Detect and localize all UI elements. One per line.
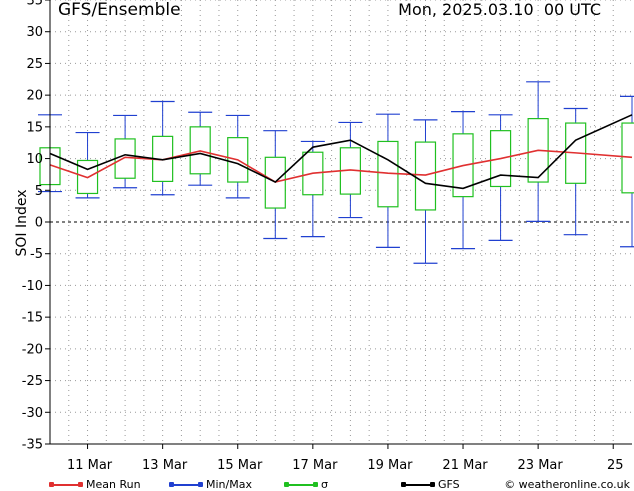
ensemble-box [451,111,476,250]
legend-mean-run: Mean Run [49,478,141,491]
legend-swatch-minmax [169,482,203,487]
ensemble-box [413,119,438,264]
x-tick-label: 17 Mar [292,458,338,473]
legend-label: Mean Run [86,478,141,491]
ensemble-box [563,107,588,236]
y-tick-label: -5 [30,247,43,262]
legend-gfs: GFS [401,478,460,491]
sigma-box [621,122,634,194]
y-tick-label: 20 [26,89,43,104]
series-mean-run [49,149,633,183]
x-tick-label: 25 [607,458,624,473]
chart-title: GFS/Ensemble [58,0,181,20]
y-tick-label: -20 [22,342,43,357]
grid-lines [50,0,632,444]
ensemble-box [150,100,175,196]
legend-label: σ [321,478,328,491]
y-tick-label: 15 [26,120,43,135]
legend-swatch-gfs [401,482,435,487]
x-tick-label: 11 Mar [67,458,113,473]
x-tick-label: 19 Mar [367,458,413,473]
y-tick-label: 35 [26,0,43,9]
y-tick-label: 10 [26,152,43,167]
legend-min-max: Min/Max [169,478,252,491]
legend-swatch-sigma [284,482,318,487]
legend-sigma: σ [284,478,328,491]
series-gfs [49,114,633,190]
y-tick-label: 25 [26,57,43,72]
credit-text: © weatheronline.co.uk [504,478,630,491]
legend-swatch-mean [49,482,83,487]
ensemble-box [188,111,213,186]
y-tick-label: 30 [26,25,43,40]
y-tick-label: -30 [22,406,43,421]
ensemble-boxes [38,81,634,264]
legend-label: GFS [438,478,460,491]
x-tick-label: 21 Mar [442,458,488,473]
y-axis-label: SOI Index [14,189,30,257]
ensemble-box [113,114,138,189]
y-tick-label: 0 [35,216,43,231]
y-tick-label: -10 [22,279,43,294]
ensemble-box [338,121,363,219]
ensemble-box [620,95,634,248]
ensemble-box [375,113,400,248]
x-tick-label: 23 Mar [518,458,564,473]
y-tick-label: -35 [22,438,43,453]
date-label: Mon, 2025.03.10 [398,0,534,19]
y-tick-label: 5 [35,184,43,199]
y-tick-label: -15 [22,311,43,326]
series-lines [49,114,633,190]
tick-labels: -35 -30 -25 -20 -15 -10 -5 0 5 10 15 20 25 30 35 11 Mar… [22,0,624,473]
ensemble-box [225,114,250,199]
ensemble-box [75,131,100,199]
x-tick-label: 13 Mar [142,458,188,473]
run-label: 00 UTC [543,0,601,19]
sigma-box [414,141,437,211]
x-tick-label: 15 Mar [217,458,263,473]
y-tick-label: -25 [22,374,43,389]
axes [45,0,632,449]
legend-label: Min/Max [206,478,252,491]
run-date: Mon, 2025.03.10 00 UTC [398,0,601,19]
